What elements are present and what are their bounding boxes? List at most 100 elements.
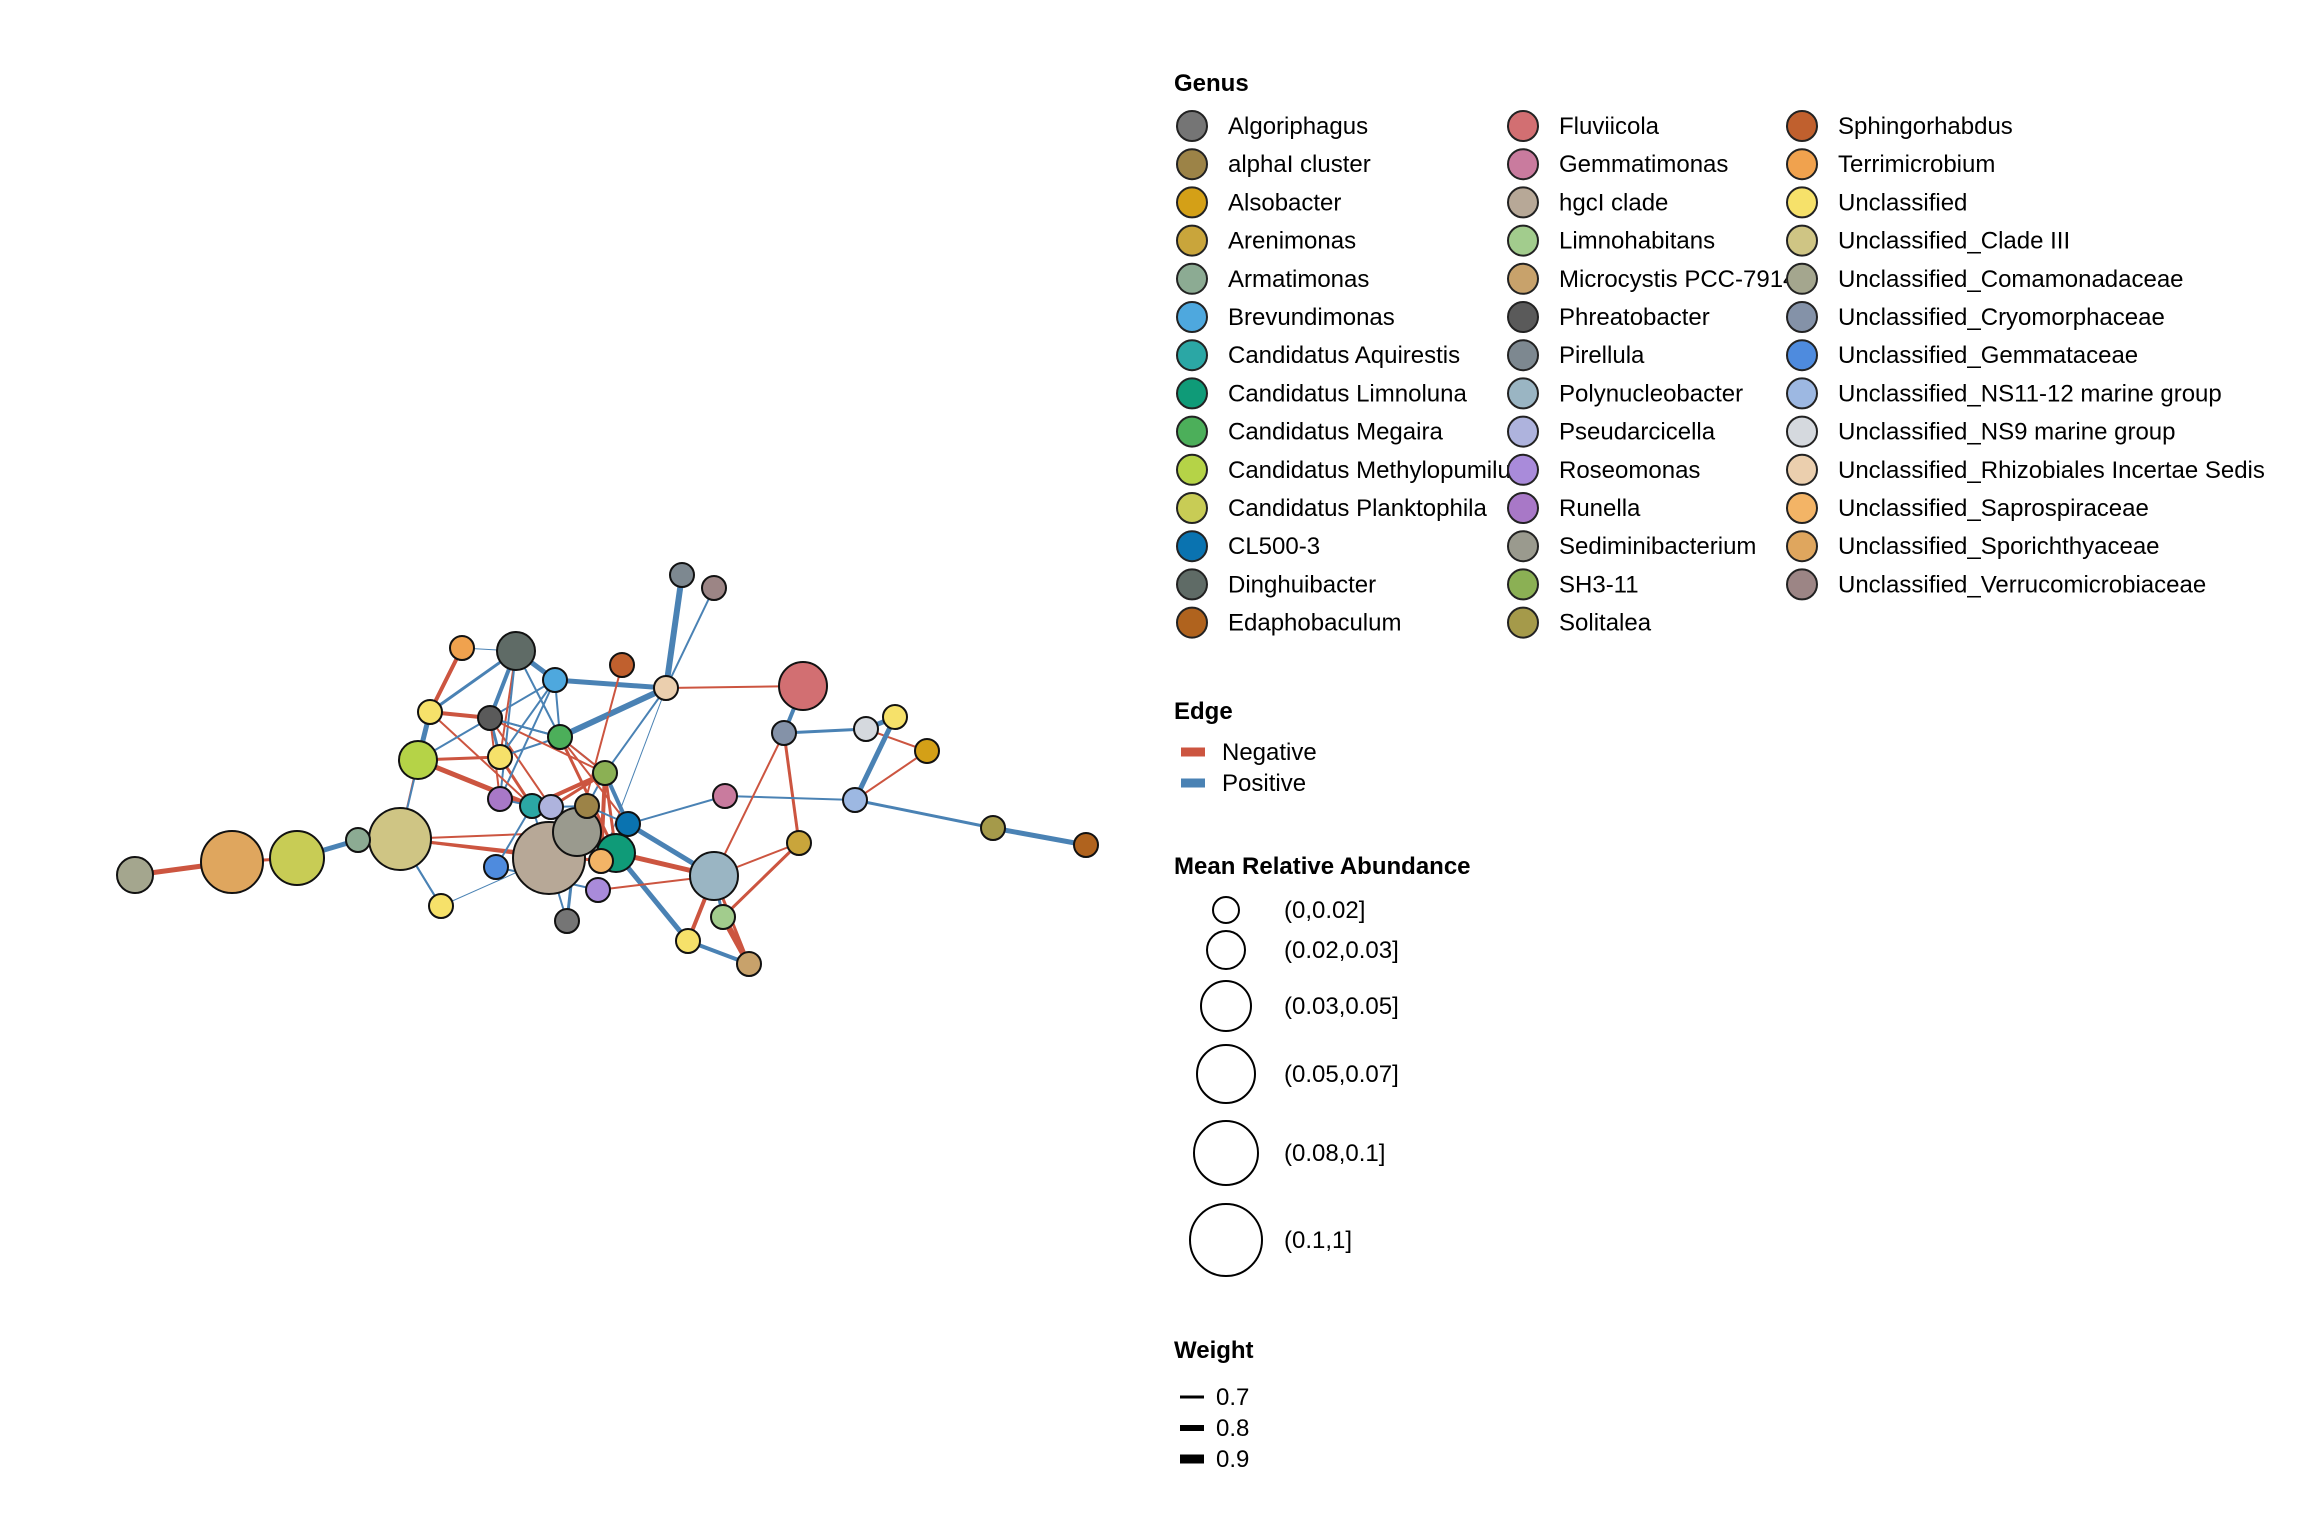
genus-swatch [1786, 492, 1818, 524]
genus-label: Unclassified_Verrucomicrobiaceae [1838, 571, 2206, 598]
genus-legend-item-candidatus-methylopumilus: Candidatus Methylopumilus [1176, 453, 1523, 486]
genus-label: Candidatus Aquirestis [1228, 342, 1460, 369]
weight-legend-item: 0.7 [1180, 1384, 1249, 1411]
weight-legend: Weight 0.7 0.8 0.9 [1174, 1337, 1254, 1473]
node-unclassified [417, 699, 443, 725]
genus-swatch [1176, 568, 1208, 601]
network-nodes [116, 562, 1099, 977]
positive-edge [992, 825, 1087, 848]
genus-legend-item-roseomonas: Roseomonas [1507, 453, 1700, 486]
genus-label: Solitalea [1559, 610, 1652, 637]
node-unclassified-verrucomicrobiaceae [701, 575, 727, 601]
genus-legend-items: Algoriphagus alphaI cluster Alsobacter Aren… [1176, 110, 2265, 639]
genus-legend-title: Genus [1174, 70, 1249, 97]
positive-edge [554, 677, 667, 691]
node-sphingorhabdus [609, 652, 635, 678]
genus-swatch [1507, 301, 1539, 333]
negative-edge [854, 750, 928, 801]
node-arenimonas [786, 830, 812, 856]
genus-swatch [1786, 148, 1818, 181]
abundance-swatch [1200, 980, 1252, 1032]
genus-legend-item-candidatus-megaira: Candidatus Megaira [1176, 415, 1443, 448]
node-polynucleobacter [689, 851, 739, 901]
negative-edge [713, 732, 785, 877]
node-alphai-cluster [574, 793, 600, 819]
genus-label: Dinghuibacter [1228, 571, 1376, 598]
genus-swatch [1176, 377, 1208, 410]
node-unclassified-saprospiraceae [588, 848, 614, 874]
genus-label: Fluviicola [1559, 113, 1660, 140]
genus-label: Candidatus Methylopumilus [1228, 457, 1523, 484]
genus-legend-item-limnohabitans: Limnohabitans [1507, 224, 1715, 257]
genus-legend-item-alsobacter: Alsobacter [1176, 186, 1341, 219]
node-brevundimonas [542, 667, 568, 693]
node-dinghuibacter [496, 631, 536, 671]
abundance-swatch [1196, 1044, 1256, 1104]
node-unclassified-clade-iii [368, 807, 432, 871]
weight-label: 0.8 [1216, 1415, 1249, 1442]
genus-label: Candidatus Limnoluna [1228, 380, 1467, 407]
network-graph [116, 562, 1099, 977]
weight-legend-items: 0.7 0.8 0.9 [1180, 1384, 1249, 1473]
genus-swatch [1507, 148, 1539, 181]
genus-label: alphaI cluster [1228, 151, 1371, 178]
genus-swatch [1176, 339, 1208, 372]
genus-label: Roseomonas [1559, 457, 1700, 484]
genus-label: Alsobacter [1228, 189, 1341, 216]
node-unclassified-ns9-marine-group [853, 716, 879, 742]
node-candidatus-planktophila [269, 830, 325, 886]
node-unclassified-comamonadaceae [116, 856, 154, 894]
negative-edge [417, 757, 533, 809]
negative-edge [559, 736, 629, 825]
genus-label: Pseudarcicella [1559, 419, 1716, 446]
genus-legend-item-unclassified-ns11-12-marine-group: Unclassified_NS11-12 marine group [1786, 377, 2222, 410]
edge-label: Negative [1222, 739, 1317, 766]
node-unclassified-ns11-12-marine-group [842, 787, 868, 813]
genus-label: Polynucleobacter [1559, 380, 1743, 407]
genus-legend-item-fluviicola: Fluviicola [1507, 110, 1660, 142]
genus-legend-item-arenimonas: Arenimonas [1176, 224, 1356, 257]
genus-swatch [1176, 606, 1208, 639]
genus-legend-item-unclassified-ns9-marine-group: Unclassified_NS9 marine group [1786, 415, 2176, 448]
genus-swatch [1507, 377, 1539, 410]
weight-legend-title: Weight [1174, 1337, 1254, 1364]
genus-swatch [1176, 530, 1208, 563]
abundance-label: (0.1,1] [1284, 1227, 1352, 1254]
genus-label: Edaphobaculum [1228, 610, 1401, 637]
genus-legend-item-unclassified-comamonadaceae: Unclassified_Comamonadaceae [1786, 262, 2184, 295]
genus-label: Algoriphagus [1228, 113, 1368, 140]
genus-label: Phreatobacter [1559, 304, 1710, 331]
edge-legend-items: Negative Positive [1181, 739, 1317, 797]
genus-swatch [1786, 186, 1818, 219]
genus-swatch [1507, 568, 1539, 601]
node-unclassified-gemmataceae [483, 854, 509, 880]
abundance-legend-item: (0.08,0.1] [1193, 1120, 1385, 1186]
genus-label: Runella [1559, 495, 1641, 522]
genus-label: Candidatus Megaira [1228, 419, 1443, 446]
genus-swatch [1786, 301, 1818, 333]
genus-label: Gemmatimonas [1559, 151, 1728, 178]
genus-legend-item-dinghuibacter: Dinghuibacter [1176, 568, 1376, 601]
genus-swatch [1176, 224, 1208, 257]
genus-label: Sediminibacterium [1559, 533, 1756, 560]
abundance-legend-item: (0.1,1] [1189, 1203, 1352, 1277]
genus-swatch [1507, 415, 1539, 448]
genus-legend-item-unclassified-sporichthyaceae: Unclassified_Sporichthyaceae [1786, 530, 2160, 563]
genus-swatch [1786, 415, 1818, 448]
negative-edge [489, 717, 552, 808]
weight-legend-item: 0.8 [1180, 1415, 1249, 1442]
genus-legend-item-unclassified-cryomorphaceae: Unclassified_Cryomorphaceae [1786, 301, 2165, 333]
negative-edge [782, 732, 801, 844]
genus-label: Unclassified_Rhizobiales Incertae Sedis [1838, 457, 2265, 484]
edge-legend-title: Edge [1174, 698, 1233, 725]
genus-swatch [1507, 224, 1539, 257]
genus-label: Pirellula [1559, 342, 1645, 369]
genus-swatch [1786, 377, 1818, 410]
node-edaphobaculum [1073, 832, 1099, 858]
genus-label: Unclassified_Saprospiraceae [1838, 495, 2149, 522]
abundance-label: (0.03,0.05] [1284, 993, 1399, 1020]
genus-legend-item-microcystis-pcc-7914: Microcystis PCC-7914 [1507, 262, 1796, 295]
genus-legend-item-candidatus-limnoluna: Candidatus Limnoluna [1176, 377, 1467, 410]
positive-edge [499, 679, 556, 800]
